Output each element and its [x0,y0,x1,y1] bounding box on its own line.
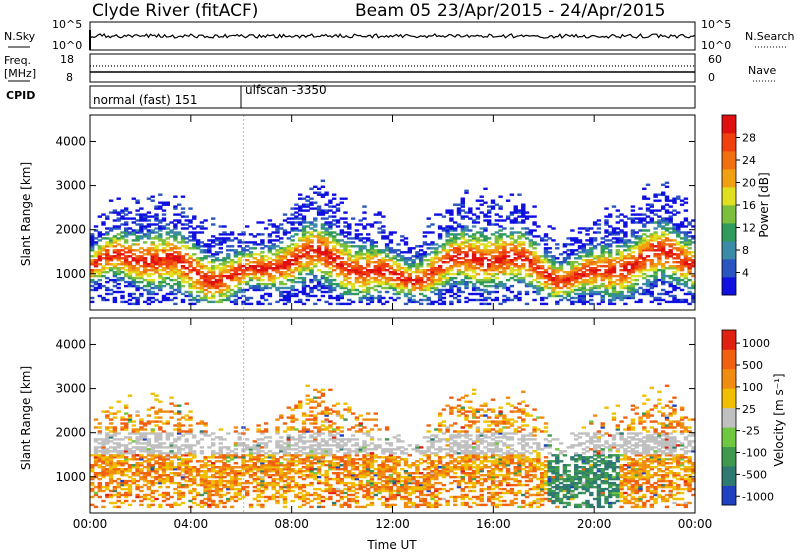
cpid-segment-normal: normal (fast) 151 [93,93,197,107]
colorbar-swatch [722,133,736,152]
colorbar-tick-label: -1000 [742,490,774,503]
freq-panel [89,53,696,83]
colorbar-swatch [722,205,736,224]
nsearch-tick-high: 10^5 [701,18,731,31]
nave-label: Nave [748,64,776,77]
velocity-colorbar: 1000 500 100 25 -25 -100 -500 -1000 [721,329,774,506]
y-tick-label: 3000 [55,382,86,396]
colorbar-tick-label: 500 [742,359,763,372]
y-tick-label: 4000 [55,337,86,351]
colorbar-tick-label: 20 [742,177,756,190]
colorbar-swatch [722,407,736,428]
colorbar-swatch [722,259,736,278]
colorbar-swatch [722,223,736,242]
colorbar-tick-label: 1000 [742,337,770,350]
velocity-x-axis: 00:00 04:00 08:00 12:00 16:00 20:00 00:00 [73,318,713,531]
nsearch-tick-low: 10^0 [701,39,731,52]
y-tick-label: 4000 [55,134,86,148]
cpid-segment-ulfscan: ulfscan -3350 [245,83,327,97]
cpid-panel [89,85,696,109]
colorbar-tick-label: 25 [742,403,756,416]
colorbar-tick-label: 24 [742,154,756,167]
colorbar-swatch [722,466,736,486]
y-tick-label: 3000 [55,179,86,193]
colorbar-swatch [722,169,736,188]
x-tick-label: 08:00 [274,517,309,531]
colorbar-tick-label: 4 [742,267,749,280]
time-axis-label: Time UT [366,538,417,552]
x-tick-label: 04:00 [174,517,209,531]
power-y-axis: 1000 2000 3000 4000 [55,134,695,281]
power-heatmap [90,115,696,310]
velocity-y-axis: 1000 2000 3000 4000 [55,337,695,484]
colorbar-swatch [722,277,736,296]
freq-trace [90,65,695,73]
colorbar-tick-label: -25 [742,425,760,438]
colorbar-swatch [722,349,736,370]
y-tick-label: 2000 [55,223,86,237]
nave-tick-high: 60 [708,53,722,66]
cpid-label: CPID [6,89,35,102]
colorbar-tick-label: 12 [742,222,756,235]
colorbar-swatch [722,427,736,447]
colorbar-swatch [722,330,736,350]
colorbar-tick-label: 100 [742,381,763,394]
velocity-heatmap [90,318,696,513]
x-tick-label: 12:00 [375,517,410,531]
y-tick-label: 1000 [55,470,86,484]
y-tick-label: 2000 [55,426,86,440]
power-ylabel: Slant Range [km] [19,162,33,266]
freq-label-1: Freq. [4,54,31,67]
nave-tick-low: 0 [708,71,715,84]
velocity-ylabel: Slant Range [km] [19,366,33,470]
date-range-title: 23/Apr/2015 - 24/Apr/2015 [437,1,665,21]
colorbar-tick-label: 16 [742,199,756,212]
colorbar-tick-label: -500 [742,468,767,481]
colorbar-tick-label: 28 [742,132,756,145]
status-panels: N.Sky 10^5 10^0 10^5 10^0 N.Search Freq.… [4,18,795,109]
colorbar-swatch [722,485,736,506]
station-title: Clyde River (fitACF) [92,1,258,21]
x-tick-label: 16:00 [476,517,511,531]
colorbar-swatch [722,446,736,467]
colorbar-tick-label: -100 [742,447,767,460]
x-tick-label: 20:00 [577,517,612,531]
velocity-panel: 1000 2000 3000 4000 00:00 04:00 08:00 12:00 16:… [19,317,786,552]
nsearch-label: N.Search [745,30,795,43]
power-x-ticks [89,115,696,310]
nsky-tick-low: 10^0 [52,39,82,52]
power-colorbar-label: Power [dB] [757,172,771,237]
nsky-label: N.Sky [4,30,36,43]
freq-tick-high: 18 [60,53,74,66]
y-tick-label: 1000 [55,267,86,281]
x-tick-label: 00:00 [678,517,713,531]
colorbar-tick-label: 8 [742,244,749,257]
colorbar-swatch [722,187,736,206]
freq-label-2: [MHz] [4,67,36,80]
velocity-colorbar-label: Velocity [m s⁻¹] [772,373,786,466]
freq-tick-low: 8 [66,71,73,84]
colorbar-swatch [722,241,736,260]
x-tick-label: 00:00 [73,517,108,531]
colorbar-swatch [722,388,736,409]
colorbar-swatch [722,368,736,389]
power-panel: 1000 2000 3000 4000 Slant Range [km] 4 8 12 16… [19,114,771,311]
beam-title: Beam 05 [355,1,431,21]
colorbar-swatch [722,115,736,134]
colorbar-swatch [722,151,736,170]
power-colorbar: 4 8 12 16 20 24 28 [721,114,756,296]
nsky-tick-high: 10^5 [52,18,82,31]
nsky-trace [89,30,696,50]
